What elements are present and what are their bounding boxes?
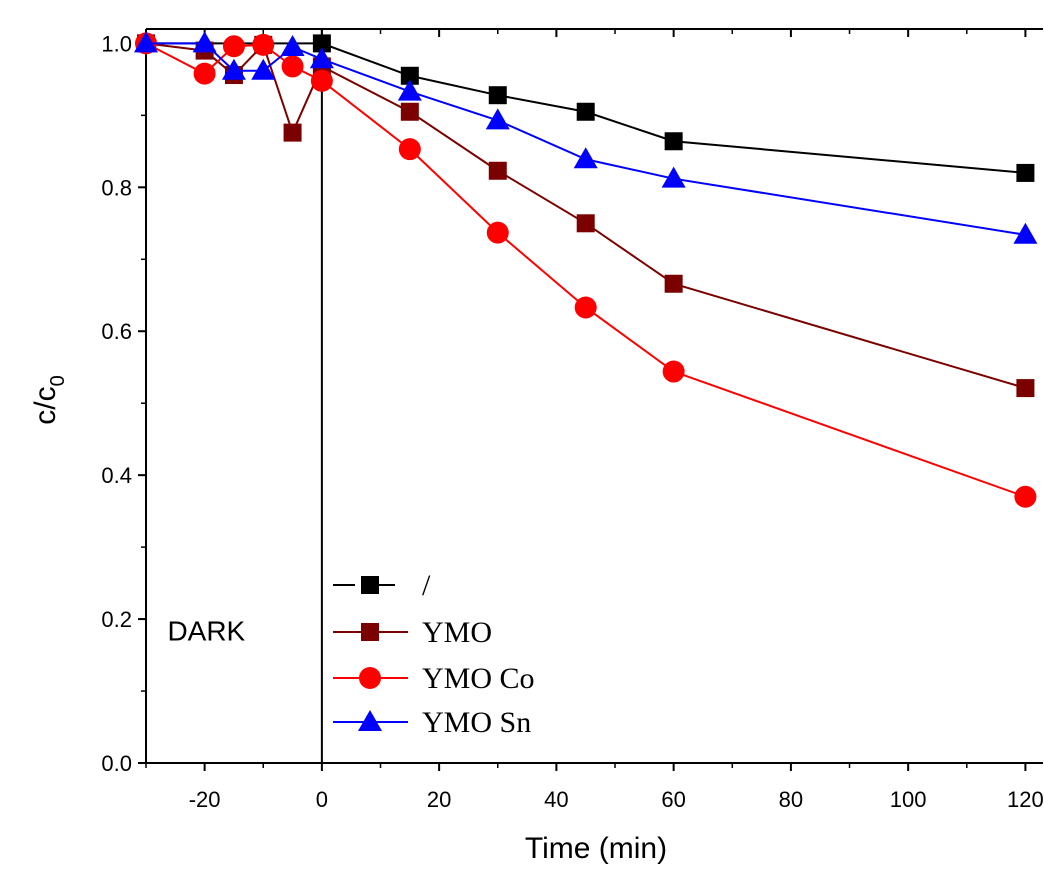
x-axis-title: Time (min)	[525, 832, 667, 865]
data-point	[222, 35, 245, 58]
x-tick-label: 100	[890, 787, 927, 812]
axis-ticks	[138, 29, 1027, 771]
legend-label: YMO	[422, 616, 492, 649]
data-point	[1016, 379, 1035, 398]
x-tick-label: 0	[316, 787, 328, 812]
data-point	[283, 123, 302, 142]
legend-label: YMO Co	[422, 662, 535, 695]
data-point	[576, 214, 595, 233]
x-tick-label: 20	[427, 787, 451, 812]
data-point	[664, 274, 683, 293]
legend-item: YMO Sn	[333, 706, 531, 739]
data-point	[310, 69, 333, 92]
y-tick-label: 1.0	[101, 31, 132, 56]
tick-labels: -20 0 20 40 60 80 100 120 0.0 0.2 0.4 0.6 0.8 1.0	[101, 31, 1043, 812]
y-axis-title-subscript: 0	[47, 375, 69, 386]
legend-label: /	[422, 569, 431, 602]
series-ymo-co	[135, 32, 1037, 508]
data-point	[1016, 163, 1035, 182]
x-tick-label: 120	[1007, 787, 1044, 812]
data-point	[280, 34, 305, 56]
x-tick-label: -20	[189, 787, 221, 812]
data-point	[400, 66, 419, 85]
data-point	[281, 55, 304, 78]
series-ymo-sn	[134, 31, 1038, 244]
legend-marker	[358, 710, 382, 731]
legend-item: YMO Co	[333, 662, 535, 695]
data-point	[664, 132, 683, 151]
y-tick-label: 0.0	[101, 751, 132, 776]
data-point	[661, 166, 686, 188]
data-point	[576, 102, 595, 121]
data-point	[251, 58, 276, 80]
dark-annotation: DARK	[167, 616, 245, 647]
data-point	[221, 58, 246, 80]
legend-item: /	[333, 569, 431, 602]
y-tick-label: 0.2	[101, 607, 132, 632]
data-point	[488, 161, 507, 180]
data-point	[252, 33, 275, 56]
x-tick-label: 60	[661, 787, 685, 812]
plot-frame	[145, 28, 1043, 764]
data-point	[309, 47, 334, 69]
data-point	[400, 102, 419, 121]
data-point	[397, 79, 422, 101]
data-point	[312, 34, 331, 53]
y-axis-title: c/c0	[29, 375, 69, 424]
x-tick-label: 80	[779, 787, 803, 812]
data-point	[485, 108, 510, 130]
series-line	[146, 42, 1026, 236]
y-tick-label: 0.6	[101, 319, 132, 344]
data-point	[193, 62, 216, 85]
data-point	[574, 296, 597, 319]
legend: / YMO YMO Co YMO Sn	[333, 569, 535, 739]
data-point	[662, 360, 685, 383]
y-axis-title-main: c/c	[29, 386, 62, 424]
legend-label: YMO Sn	[422, 706, 531, 739]
data-point	[573, 147, 598, 169]
y-tick-label: 0.8	[101, 175, 132, 200]
legend-marker	[361, 576, 379, 594]
data-point	[486, 221, 509, 244]
legend-marker	[359, 667, 381, 689]
y-tick-label: 0.4	[101, 463, 132, 488]
legend-marker	[361, 623, 379, 641]
data-series	[134, 31, 1038, 508]
data-point	[398, 138, 421, 161]
data-point	[134, 31, 158, 53]
data-point	[1013, 222, 1038, 244]
legend-item: YMO	[333, 616, 492, 649]
data-point	[192, 31, 217, 53]
data-point	[488, 86, 507, 105]
x-tick-label: 40	[544, 787, 568, 812]
data-point	[1014, 485, 1037, 508]
